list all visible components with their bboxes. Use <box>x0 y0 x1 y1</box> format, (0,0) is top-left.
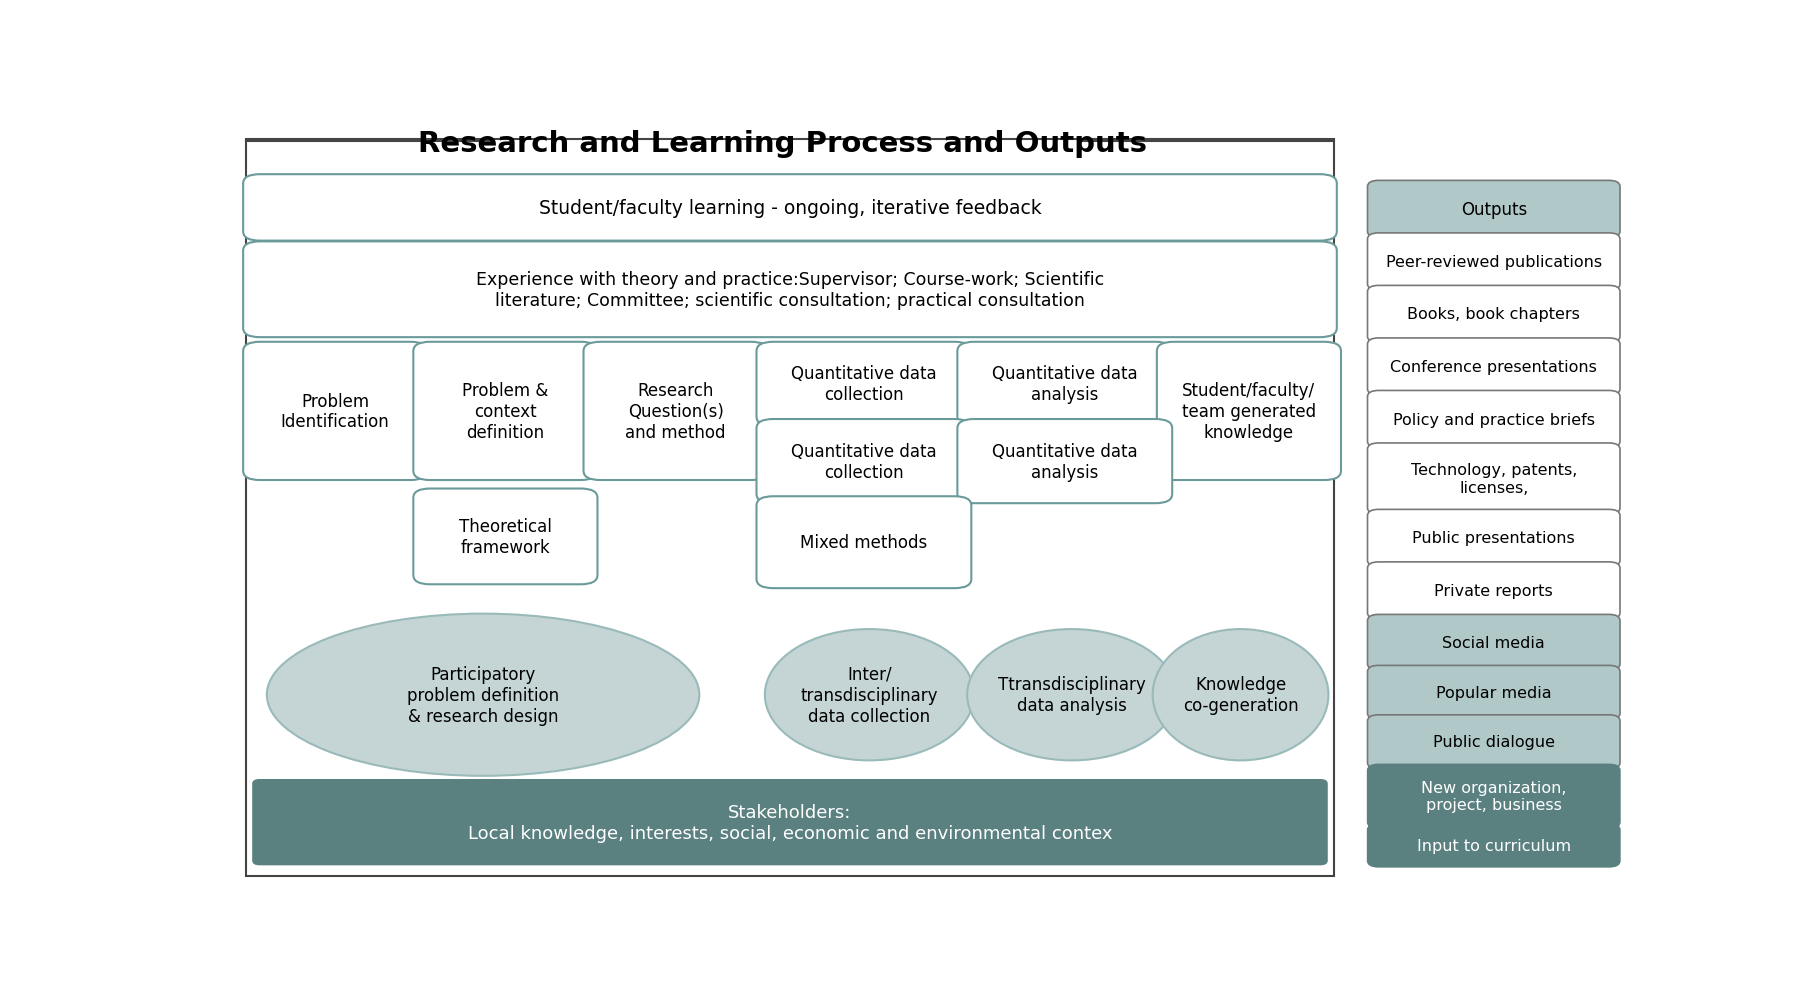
FancyBboxPatch shape <box>243 175 1337 241</box>
Text: Quantitative data
analysis: Quantitative data analysis <box>992 365 1138 404</box>
Ellipse shape <box>765 629 974 761</box>
Text: Student/faculty learning - ongoing, iterative feedback: Student/faculty learning - ongoing, iter… <box>538 198 1042 217</box>
FancyBboxPatch shape <box>958 420 1172 504</box>
FancyBboxPatch shape <box>1368 181 1620 238</box>
Text: Theoretical
framework: Theoretical framework <box>459 517 553 556</box>
Text: Quantitative data
analysis: Quantitative data analysis <box>992 442 1138 481</box>
Text: Social media: Social media <box>1442 635 1544 650</box>
FancyBboxPatch shape <box>1368 339 1620 396</box>
Text: Participatory
problem definition
& research design: Participatory problem definition & resea… <box>407 665 560 724</box>
Text: Public dialogue: Public dialogue <box>1433 734 1555 749</box>
FancyBboxPatch shape <box>756 343 972 427</box>
FancyBboxPatch shape <box>1368 765 1620 829</box>
FancyBboxPatch shape <box>1368 715 1620 770</box>
Text: Experience with theory and practice:Supervisor; Course-work; Scientific
literatu: Experience with theory and practice:Supe… <box>475 271 1103 310</box>
Text: Stakeholders:
Local knowledge, interests, social, economic and environmental con: Stakeholders: Local knowledge, interests… <box>468 803 1112 842</box>
Text: Private reports: Private reports <box>1435 583 1553 598</box>
FancyBboxPatch shape <box>1368 665 1620 719</box>
Text: Public presentations: Public presentations <box>1413 531 1575 546</box>
Text: Outputs: Outputs <box>1460 200 1526 218</box>
Text: Policy and practice briefs: Policy and practice briefs <box>1393 412 1595 427</box>
FancyBboxPatch shape <box>414 343 598 481</box>
Ellipse shape <box>1152 629 1328 761</box>
Text: Quantitative data
collection: Quantitative data collection <box>790 442 936 481</box>
Text: Problem
Identification: Problem Identification <box>281 392 389 431</box>
Text: Student/faculty/
team generated
knowledge: Student/faculty/ team generated knowledg… <box>1183 382 1316 441</box>
Ellipse shape <box>266 614 698 776</box>
Text: Conference presentations: Conference presentations <box>1390 360 1597 375</box>
Text: Research and Learning Process and Outputs: Research and Learning Process and Output… <box>418 129 1148 157</box>
Text: Popular media: Popular media <box>1436 685 1552 700</box>
FancyBboxPatch shape <box>1368 824 1620 867</box>
Text: Technology, patents,
licenses,: Technology, patents, licenses, <box>1411 463 1577 495</box>
FancyBboxPatch shape <box>1368 615 1620 670</box>
FancyBboxPatch shape <box>756 497 972 588</box>
FancyBboxPatch shape <box>1368 233 1620 291</box>
FancyBboxPatch shape <box>1368 562 1620 619</box>
FancyBboxPatch shape <box>1368 444 1620 514</box>
FancyBboxPatch shape <box>1368 287 1620 344</box>
Text: Quantitative data
collection: Quantitative data collection <box>790 365 936 404</box>
Ellipse shape <box>967 629 1177 761</box>
FancyBboxPatch shape <box>243 343 427 481</box>
Text: Research
Question(s)
and method: Research Question(s) and method <box>625 382 725 441</box>
Text: Peer-reviewed publications: Peer-reviewed publications <box>1386 255 1602 270</box>
FancyBboxPatch shape <box>583 343 767 481</box>
FancyBboxPatch shape <box>1157 343 1341 481</box>
Text: Mixed methods: Mixed methods <box>801 534 927 552</box>
Text: Knowledge
co-generation: Knowledge co-generation <box>1183 675 1298 714</box>
FancyBboxPatch shape <box>1368 510 1620 567</box>
Text: Input to curriculum: Input to curriculum <box>1417 838 1571 853</box>
Text: New organization,
project, business: New organization, project, business <box>1420 781 1566 813</box>
FancyBboxPatch shape <box>243 242 1337 338</box>
FancyBboxPatch shape <box>414 489 598 585</box>
Text: Problem &
context
definition: Problem & context definition <box>463 382 549 441</box>
Text: Inter/
transdisciplinary
data collection: Inter/ transdisciplinary data collection <box>801 665 938 724</box>
FancyBboxPatch shape <box>1368 391 1620 448</box>
Text: Books, book chapters: Books, book chapters <box>1408 308 1580 323</box>
FancyBboxPatch shape <box>958 343 1172 427</box>
Text: Ttransdisciplinary
data analysis: Ttransdisciplinary data analysis <box>997 675 1145 714</box>
FancyBboxPatch shape <box>756 420 972 504</box>
FancyBboxPatch shape <box>252 780 1327 865</box>
Bar <box>247 139 1334 877</box>
